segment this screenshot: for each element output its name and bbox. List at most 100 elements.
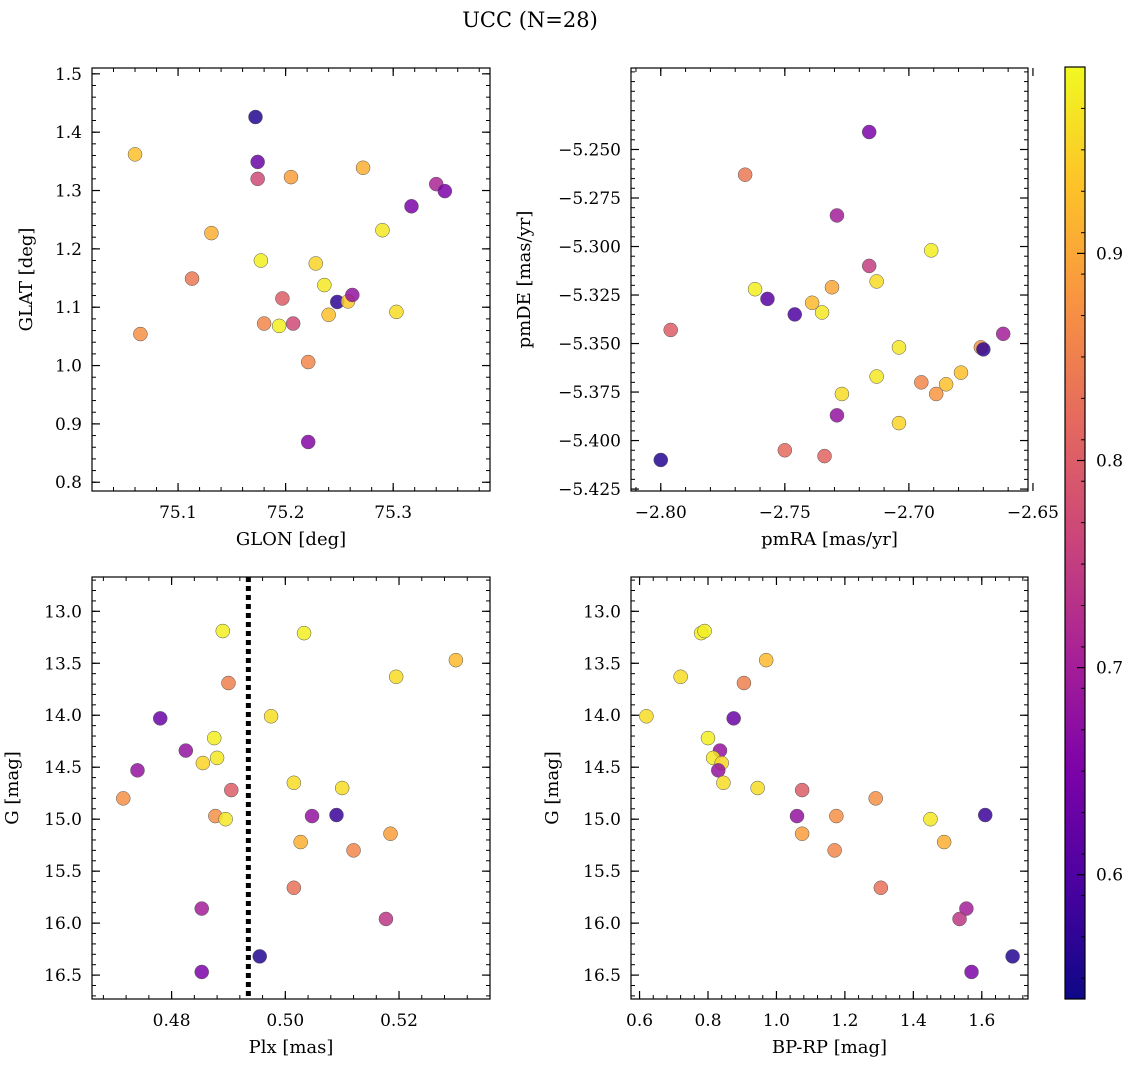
data-point [437, 183, 453, 199]
data-point [204, 225, 219, 241]
colorbar-gradient [1065, 67, 1085, 999]
x-tick-label: 0.6 [626, 1011, 653, 1031]
data-point [224, 782, 239, 798]
data-point [133, 326, 148, 342]
y-axis-label: GLAT [deg] [16, 228, 37, 332]
y-tick-label: 16.5 [583, 966, 621, 986]
data-point [308, 256, 323, 271]
data-point [263, 709, 279, 724]
data-point [378, 911, 394, 927]
x-tick-label: 0.48 [153, 1011, 191, 1031]
data-point [388, 669, 404, 685]
data-point [345, 287, 360, 303]
data-point [286, 880, 302, 896]
data-point [923, 811, 938, 827]
data-point [959, 901, 974, 916]
data-point [977, 807, 993, 823]
data-point [726, 711, 741, 726]
data-point [248, 109, 263, 125]
data-point [653, 452, 669, 468]
y-tick-label: −5.375 [558, 383, 621, 403]
x-tick-label: −2.65 [1007, 503, 1059, 523]
data-point [750, 780, 765, 796]
y-tick-label: 1.1 [55, 298, 82, 318]
data-point [178, 743, 194, 758]
data-point [285, 316, 301, 331]
data-point [250, 154, 265, 170]
data-point [873, 880, 889, 896]
data-point [334, 780, 350, 796]
data-point [663, 322, 678, 338]
data-point [375, 222, 390, 238]
data-point [448, 652, 464, 668]
y-tick-label: 0.8 [55, 473, 82, 493]
y-tick-label: −5.325 [558, 286, 621, 306]
x-tick-label: 75.3 [374, 503, 412, 523]
data-point [804, 295, 820, 311]
x-axis-label: BP-RP [mag] [772, 1037, 887, 1058]
data-point [953, 365, 969, 380]
data-point [184, 271, 200, 286]
data-point [300, 354, 316, 370]
data-point [794, 826, 810, 841]
data-point [673, 669, 688, 685]
colorbar: 0.6 0.7 0.8 0.9 [1064, 66, 1123, 1000]
colorbar-tick-label: 0.7 [1096, 659, 1123, 679]
data-point [736, 675, 752, 691]
major-ticks [92, 68, 490, 491]
minor-ticks [631, 68, 1028, 491]
data-point [938, 377, 954, 392]
panel-2: −2.80 −2.75 −2.70 −2.65 −5.425 −5.400 −5.375 −5… [514, 67, 1059, 550]
data-point [250, 171, 265, 187]
y-tick-label: 14.0 [583, 706, 621, 726]
data-point [711, 763, 726, 778]
data-point [827, 843, 842, 858]
data-point [383, 826, 398, 841]
data-point [127, 147, 143, 162]
data-point [861, 124, 877, 140]
data-point [829, 408, 845, 423]
y-tick-label: 15.0 [583, 810, 621, 830]
y-tick-label: 1.5 [55, 65, 82, 85]
data-point [869, 369, 884, 384]
data-point [829, 208, 845, 223]
data-point [296, 625, 312, 641]
data-point [964, 964, 979, 980]
y-tick-label: 14.5 [583, 758, 621, 778]
y-axis-label: G [mag] [2, 751, 23, 824]
colorbar-tick-label: 0.9 [1096, 244, 1123, 264]
data-point [209, 750, 225, 766]
y-tick-label: 13.5 [44, 654, 82, 674]
y-tick-label: 1.0 [55, 357, 82, 377]
y-tick-label: −5.425 [558, 480, 621, 500]
data-point [218, 811, 233, 827]
minor-ticks [92, 68, 490, 491]
y-tick-label: −5.275 [558, 189, 621, 209]
data-point [923, 243, 939, 258]
colorbar-tick-label: 0.8 [1096, 452, 1123, 472]
data-point [928, 386, 944, 402]
data-point [834, 386, 850, 402]
scatter-points [116, 623, 464, 980]
data-point [293, 834, 308, 850]
data-point [758, 652, 774, 668]
x-tick-label: 1.0 [763, 1011, 790, 1031]
data-point [194, 901, 209, 916]
data-point [215, 623, 231, 639]
axes-frame [91, 576, 491, 1000]
data-point [252, 949, 267, 964]
data-point [995, 326, 1011, 342]
data-point [286, 775, 302, 791]
data-point [789, 808, 805, 824]
x-axis-label: GLON [deg] [236, 529, 346, 550]
data-point [404, 199, 419, 214]
data-point [206, 730, 222, 746]
data-point [914, 375, 929, 390]
y-tick-label: −5.400 [558, 432, 621, 452]
data-point [195, 755, 211, 771]
data-point [747, 281, 763, 297]
scatter-points [639, 623, 1020, 980]
y-tick-label: −5.300 [558, 238, 621, 258]
major-ticks [92, 577, 490, 999]
